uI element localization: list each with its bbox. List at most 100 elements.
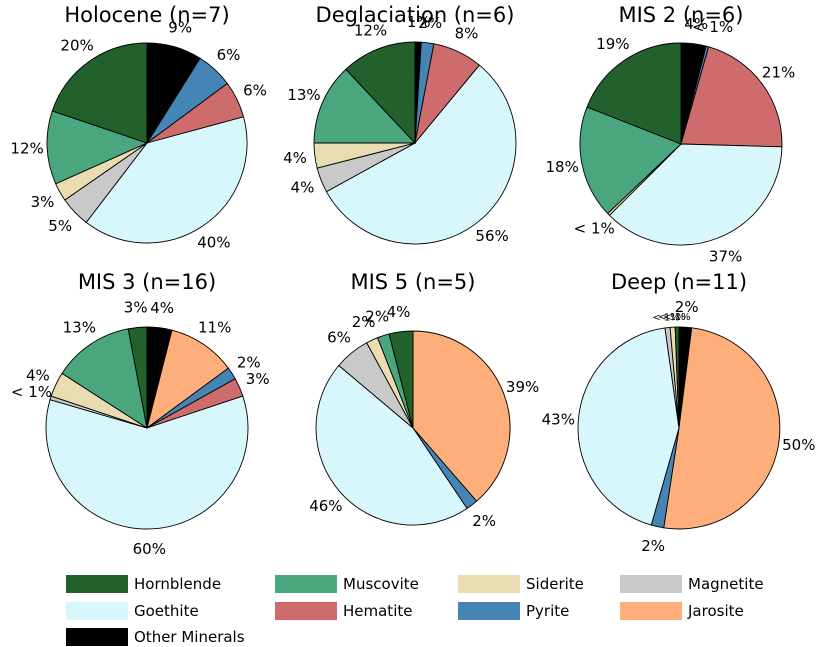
- pie-title-mis3: MIS 3 (n=16): [78, 270, 216, 294]
- slice-label-siderite: 4%: [26, 367, 50, 385]
- pie-title-deglaciation: Deglaciation (n=6): [316, 3, 515, 27]
- slice-label-muscovite: 13%: [63, 319, 96, 337]
- legend-item-jarosite: Jarosite: [620, 601, 744, 621]
- slice-label-hornblende: < 1%: [663, 312, 690, 323]
- slice-label-pyrite: 6%: [217, 46, 241, 64]
- slice-label-jarosite: 50%: [782, 436, 815, 454]
- slice-label-jarosite: 11%: [198, 319, 231, 337]
- slice-label-siderite: 4%: [283, 149, 307, 167]
- slice-goethite: [608, 143, 783, 246]
- slice-label-magnetite: 5%: [48, 217, 72, 235]
- slice-jarosite: [663, 327, 781, 530]
- slice-label-hornblende: 3%: [124, 299, 148, 317]
- legend-swatch-hematite: [275, 602, 337, 620]
- slice-label-other: 1%: [407, 13, 431, 31]
- slice-label-siderite: 3%: [31, 193, 55, 211]
- slice-hornblende: [345, 41, 416, 145]
- slice-label-goethite: 40%: [197, 234, 230, 252]
- slice-label-other: 4%: [684, 15, 708, 33]
- slice-label-hematite: 21%: [762, 63, 795, 81]
- slice-label-siderite: < 1%: [574, 219, 615, 237]
- legend-item-siderite: Siderite: [458, 574, 584, 594]
- slice-muscovite: [579, 106, 682, 215]
- legend-swatch-other-minerals: [66, 628, 128, 646]
- pie-mis: 4%11%2%3%60%< 1%4%13%3%: [11, 299, 270, 559]
- legend-label-goethite: Goethite: [134, 602, 199, 620]
- pie-title-holocene: Holocene (n=7): [64, 3, 229, 27]
- pie-title-deep: Deep (n=11): [611, 270, 747, 294]
- pie-deglaciation: 1%2% 8% 56% 4% 4% 13% 12%: [283, 13, 517, 245]
- slice-label-hornblende: 4%: [387, 303, 411, 321]
- slice-label-muscovite: 2%: [365, 308, 389, 326]
- legend-label-other-minerals: Other Minerals: [134, 628, 245, 646]
- slice-label-pyrite: 2%: [472, 512, 496, 530]
- pie-mis: 4%< 1%21%37%< 1%18%19%: [546, 15, 796, 266]
- pie-mis: 39%2%46%6%2%2%4%: [309, 303, 539, 530]
- slice-label-hematite: 8%: [455, 25, 479, 43]
- slice-muscovite: [61, 328, 148, 429]
- legend-item-other-minerals: Other Minerals: [66, 627, 245, 647]
- slice-goethite: [325, 64, 517, 245]
- legend-item-hematite: Hematite: [275, 601, 412, 621]
- legend-label-magnetite: Magnetite: [688, 575, 764, 593]
- legend-label-hematite: Hematite: [343, 602, 413, 620]
- legend-swatch-siderite: [458, 575, 520, 593]
- slice-label-hematite: 6%: [243, 82, 267, 100]
- legend-label-siderite: Siderite: [526, 575, 584, 593]
- slice-label-hornblende: 19%: [596, 35, 629, 53]
- slice-muscovite: [46, 110, 149, 185]
- slice-goethite: [315, 364, 468, 526]
- slice-label-other: 2%: [675, 298, 699, 316]
- slice-label-magnetite: < 1%: [11, 383, 52, 401]
- slice-goethite: [577, 327, 680, 526]
- legend-swatch-hornblende: [66, 575, 128, 593]
- legend-swatch-pyrite: [458, 602, 520, 620]
- legend-label-pyrite: Pyrite: [526, 602, 570, 620]
- slice-label-pyrite: 2%: [418, 14, 442, 32]
- slice-label-muscovite: 18%: [546, 158, 579, 176]
- slice-label-hornblende: 20%: [60, 37, 93, 55]
- slice-label-other: 9%: [168, 19, 192, 37]
- slice-label-other: 4%: [150, 299, 174, 317]
- slice-hornblende: [674, 326, 680, 429]
- legend-item-muscovite: Muscovite: [275, 574, 419, 594]
- legend-item-magnetite: Magnetite: [620, 574, 764, 594]
- slice-goethite: [85, 116, 248, 244]
- slice-hornblende: [51, 42, 148, 144]
- slice-label-siderite: 2%: [352, 313, 376, 331]
- slice-hornblende: [586, 42, 682, 145]
- slice-label-pyrite: < 1%: [692, 18, 733, 36]
- slice-label-goethite: 60%: [133, 540, 166, 558]
- slice-label-pyrite: 2%: [237, 354, 261, 372]
- slice-label-goethite: 37%: [709, 248, 742, 266]
- slice-jarosite: [146, 329, 230, 430]
- legend-swatch-magnetite: [620, 575, 682, 593]
- slice-muscovite: [313, 68, 417, 144]
- slice-label-jarosite: 39%: [506, 378, 539, 396]
- slice-label-hematite: 3%: [246, 370, 270, 388]
- slice-label-muscovite: 12%: [10, 140, 43, 158]
- slice-label-goethite: 46%: [309, 497, 342, 515]
- slice-label-hornblende: 12%: [354, 22, 387, 40]
- slice-jarosite: [412, 330, 511, 502]
- legend-label-muscovite: Muscovite: [343, 575, 419, 593]
- slice-hematite: [680, 46, 783, 148]
- slice-label-goethite: 43%: [542, 411, 575, 429]
- legend-label-hornblende: Hornblende: [134, 575, 222, 593]
- slice-label-pyrite: 2%: [641, 537, 665, 555]
- legend-swatch-jarosite: [620, 602, 682, 620]
- slice-label-magnetite: < 1%: [652, 313, 679, 324]
- slice-hornblende: [388, 330, 414, 429]
- slice-label-muscovite: 13%: [287, 86, 320, 104]
- legend-swatch-goethite: [66, 602, 128, 620]
- legend-item-hornblende: Hornblende: [66, 574, 221, 594]
- legend-swatch-muscovite: [275, 575, 337, 593]
- slice-goethite: [45, 395, 249, 530]
- pie-deep: 2% 50% 2% 43% < 1%< 1%< 1%: [542, 298, 816, 555]
- legend-item-goethite: Goethite: [66, 601, 199, 621]
- slice-label-magnetite: 6%: [327, 328, 351, 346]
- slice-label-siderite: < 1%: [658, 312, 685, 323]
- legend-label-jarosite: Jarosite: [688, 602, 744, 620]
- slice-label-magnetite: 4%: [291, 179, 315, 197]
